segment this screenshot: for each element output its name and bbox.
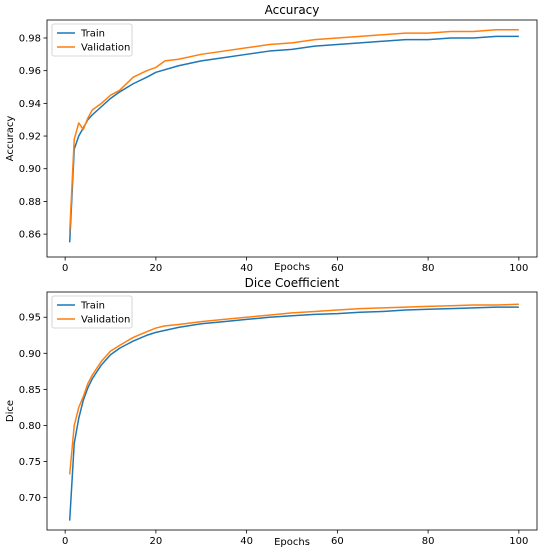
accuracy-y-tick-label: 0.92 (19, 132, 41, 143)
dice-x-tick-label: 60 (331, 536, 344, 547)
accuracy-legend: Train Validation (51, 23, 133, 57)
dice-x-tick-label: 80 (422, 536, 435, 547)
dice-validation-line (68, 303, 519, 475)
accuracy-y-tick-label: 0.96 (19, 66, 41, 77)
dice-legend: Train Validation (51, 295, 133, 329)
accuracy-x-tick-label: 0 (62, 263, 68, 274)
accuracy-axes-frame (46, 19, 538, 258)
dice-y-tick-label: 0.70 (19, 493, 41, 504)
dice-legend-label-validation: Validation (81, 315, 130, 326)
accuracy-y-axis-label: Accuracy (5, 116, 16, 162)
dice-y-tick-label: 0.80 (19, 421, 41, 432)
dice-x-axis-label: Epochs (274, 537, 310, 548)
accuracy-validation-line (68, 29, 519, 233)
dice-legend-label-train: Train (80, 301, 105, 312)
dice-train-line (68, 306, 519, 521)
accuracy-x-axis-label: Epochs (274, 262, 310, 273)
accuracy-train-line (68, 35, 519, 243)
accuracy-chart-title: Accuracy (265, 3, 320, 17)
accuracy-y-tick-label: 0.88 (19, 197, 41, 208)
accuracy-x-tick-label: 60 (331, 263, 344, 274)
accuracy-y-tick-label: 0.86 (19, 230, 41, 241)
dice-x-tick-label: 40 (240, 536, 253, 547)
accuracy-x-tick-label: 80 (422, 263, 435, 274)
accuracy-legend-label-validation: Validation (81, 43, 130, 54)
accuracy-y-tick-label: 0.98 (19, 33, 41, 44)
dice-legend-box (51, 295, 133, 329)
accuracy-chart: 0 20 40 60 80 100 0.86 0.88 0.90 0.92 0.94 0.96 0.98… (5, 3, 538, 274)
accuracy-x-tick-label: 20 (150, 263, 163, 274)
dice-y-tick-label: 0.90 (19, 349, 41, 360)
dice-x-tick-label: 20 (150, 536, 163, 547)
accuracy-y-tick-label: 0.94 (19, 99, 41, 110)
accuracy-y-tick-label: 0.90 (19, 164, 41, 175)
accuracy-legend-box (51, 23, 133, 57)
dice-y-tick-label: 0.85 (19, 385, 41, 396)
dice-chart: 0 20 40 60 80 100 0.70 0.75 0.80 0.85 0.90 0.95 Dice… (5, 276, 538, 548)
dice-y-axis-label: Dice (5, 400, 16, 422)
dice-chart-title: Dice Coefficient (245, 276, 340, 290)
dice-x-tick-label: 0 (62, 536, 68, 547)
accuracy-x-tick-label: 40 (240, 263, 253, 274)
dice-y-tick-label: 0.95 (19, 313, 41, 324)
accuracy-x-tick-label: 100 (509, 263, 528, 274)
dice-x-tick-label: 100 (509, 536, 528, 547)
dice-axes-frame (46, 291, 538, 531)
accuracy-legend-label-train: Train (80, 29, 105, 40)
dice-y-tick-label: 0.75 (19, 457, 41, 468)
